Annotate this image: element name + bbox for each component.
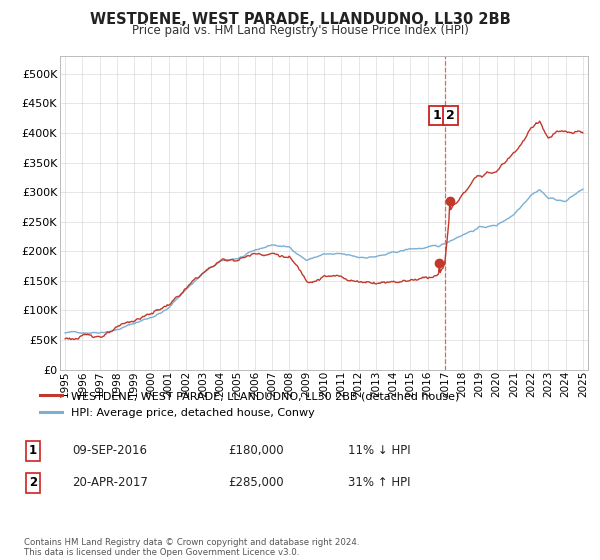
Legend: WESTDENE, WEST PARADE, LLANDUDNO, LL30 2BB (detached house), HPI: Average price,: WESTDENE, WEST PARADE, LLANDUDNO, LL30 2… — [35, 387, 463, 422]
Text: 2: 2 — [29, 476, 37, 489]
Text: 2: 2 — [446, 109, 455, 122]
Text: 31% ↑ HPI: 31% ↑ HPI — [348, 476, 410, 489]
Text: Contains HM Land Registry data © Crown copyright and database right 2024.
This d: Contains HM Land Registry data © Crown c… — [24, 538, 359, 557]
Text: £180,000: £180,000 — [228, 444, 284, 458]
Text: £285,000: £285,000 — [228, 476, 284, 489]
Text: 20-APR-2017: 20-APR-2017 — [72, 476, 148, 489]
Text: WESTDENE, WEST PARADE, LLANDUDNO, LL30 2BB: WESTDENE, WEST PARADE, LLANDUDNO, LL30 2… — [89, 12, 511, 27]
Text: 11% ↓ HPI: 11% ↓ HPI — [348, 444, 410, 458]
Text: 1: 1 — [433, 109, 441, 122]
Text: 1: 1 — [29, 444, 37, 458]
Text: Price paid vs. HM Land Registry's House Price Index (HPI): Price paid vs. HM Land Registry's House … — [131, 24, 469, 36]
Text: 09-SEP-2016: 09-SEP-2016 — [72, 444, 147, 458]
